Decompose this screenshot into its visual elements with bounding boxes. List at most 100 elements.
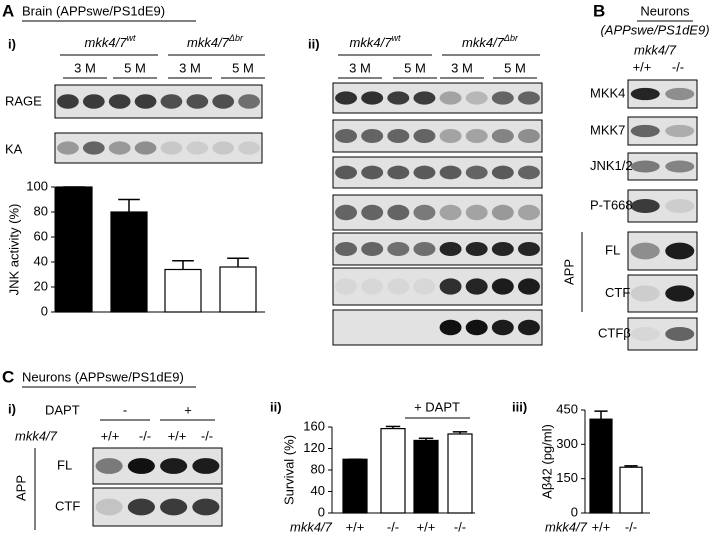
band	[361, 165, 384, 180]
band	[134, 94, 157, 109]
bar	[447, 433, 473, 514]
label: KA	[5, 141, 23, 156]
group-label: mkk4/7Δbr	[462, 33, 519, 50]
band	[387, 204, 410, 221]
band	[439, 128, 462, 144]
band	[108, 141, 131, 155]
band	[108, 94, 131, 109]
label: 3 M	[74, 60, 96, 75]
label: Brain (APPswe/PS1dE9)	[22, 3, 165, 18]
y-tick-label: 450	[556, 401, 578, 416]
band	[630, 326, 660, 342]
band	[439, 165, 462, 180]
band	[517, 319, 540, 336]
y-tick-label: 160	[303, 418, 325, 433]
band	[630, 242, 660, 260]
label: mkk4/7	[634, 42, 677, 57]
label: -/-	[201, 428, 213, 443]
band	[630, 285, 660, 302]
band	[57, 94, 79, 109]
band	[439, 91, 462, 105]
y-tick-label: 80	[34, 203, 48, 218]
bar	[619, 466, 643, 514]
group-sup: Δbr	[228, 33, 244, 43]
band	[361, 91, 384, 105]
x-axis-label: mkk4/7	[290, 519, 333, 534]
label: (APPswe/PS1dE9)	[600, 22, 709, 37]
band	[491, 91, 514, 105]
band	[212, 94, 235, 109]
band	[238, 94, 260, 109]
band	[413, 278, 436, 295]
band	[465, 319, 488, 336]
band	[491, 128, 514, 144]
y-tick-label: 20	[34, 278, 48, 293]
band	[517, 128, 540, 144]
y-tick-label: 0	[41, 303, 48, 318]
band	[413, 204, 436, 221]
label: -/-	[139, 428, 151, 443]
panel-letter: B	[593, 1, 605, 20]
label: 5 M	[232, 60, 254, 75]
x-tick-label: -/-	[625, 519, 637, 534]
band	[491, 204, 514, 221]
label: +/+	[168, 428, 187, 443]
group-label: mkk4/7wt	[350, 33, 401, 50]
band	[186, 94, 209, 109]
group-sup: wt	[391, 33, 400, 43]
bar	[110, 211, 148, 313]
band	[517, 204, 540, 221]
band	[491, 165, 514, 180]
y-tick-label: 300	[556, 436, 578, 451]
label: 3 M	[349, 60, 371, 75]
label: APP	[561, 259, 576, 285]
band	[413, 128, 436, 144]
label: mkk4/7	[15, 428, 58, 443]
band	[82, 141, 105, 155]
band	[517, 91, 540, 105]
band	[665, 160, 695, 173]
label: JNK1/2	[590, 158, 633, 173]
bar	[219, 266, 257, 313]
band	[387, 91, 410, 105]
label: i)	[8, 401, 16, 416]
group-base: mkk4/7	[85, 35, 128, 50]
band	[160, 141, 183, 155]
band	[335, 241, 358, 257]
band	[160, 498, 188, 516]
label: ii)	[308, 36, 320, 51]
label: CTF	[55, 498, 80, 513]
bar	[413, 439, 439, 514]
band	[491, 278, 514, 295]
band	[134, 141, 157, 155]
band	[361, 278, 384, 295]
x-tick-label: +/+	[346, 519, 365, 534]
band	[160, 458, 188, 474]
label: APP	[13, 475, 28, 501]
band	[517, 278, 540, 295]
band	[335, 278, 358, 295]
label: Neurons (APPswe/PS1dE9)	[22, 369, 184, 384]
band	[517, 165, 540, 180]
y-tick-label: 150	[556, 470, 578, 485]
label: +/+	[101, 428, 120, 443]
label: MKK7	[590, 122, 625, 137]
band	[413, 241, 436, 257]
label: i)	[8, 36, 16, 51]
y-tick-label: 60	[34, 228, 48, 243]
group-base: mkk4/7	[187, 35, 230, 50]
band	[335, 128, 358, 144]
band	[238, 141, 260, 155]
band	[491, 241, 514, 257]
band	[439, 319, 462, 336]
label: FL	[57, 457, 72, 472]
band	[95, 498, 123, 516]
band	[212, 141, 235, 155]
band	[465, 278, 488, 295]
group-base: mkk4/7	[350, 35, 393, 50]
label: 3 M	[179, 60, 201, 75]
band	[439, 278, 462, 295]
x-tick-label: +/+	[592, 519, 611, 534]
y-tick-label: 0	[571, 504, 578, 519]
